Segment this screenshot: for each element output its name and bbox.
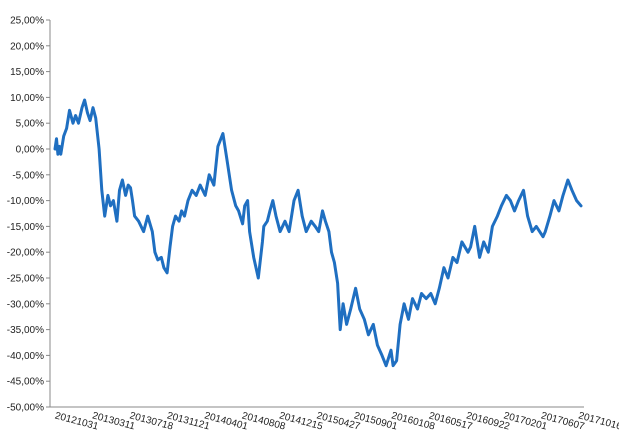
y-tick-label: 10,00% bbox=[10, 93, 44, 104]
y-axis: 25,00% 20,00% 15,00% 10,00% 5,00% 0,00% -5,00%… bbox=[7, 16, 51, 414]
series-group bbox=[53, 98, 583, 368]
series-line bbox=[53, 98, 583, 368]
y-tick-label: 5,00% bbox=[16, 119, 44, 130]
y-tick-label: 0,00% bbox=[16, 145, 44, 156]
y-tick-label: -45,00% bbox=[7, 377, 44, 388]
x-axis: 2012103120130311201307182013112120140401… bbox=[50, 406, 619, 433]
y-tick-label: -10,00% bbox=[7, 196, 44, 207]
y-tick-label: 15,00% bbox=[10, 67, 44, 78]
y-tick-label: -40,00% bbox=[7, 351, 44, 362]
y-tick-label: -15,00% bbox=[7, 222, 44, 233]
y-tick-label: -50,00% bbox=[7, 403, 44, 414]
y-tick-label: 25,00% bbox=[10, 16, 44, 27]
y-tick-label: -35,00% bbox=[7, 325, 44, 336]
y-tick-label: -20,00% bbox=[7, 248, 44, 259]
y-tick-label: -5,00% bbox=[12, 170, 44, 181]
y-tick-label: -25,00% bbox=[7, 274, 44, 285]
y-tick-label: 20,00% bbox=[10, 41, 44, 52]
y-tick-label: -30,00% bbox=[7, 299, 44, 310]
